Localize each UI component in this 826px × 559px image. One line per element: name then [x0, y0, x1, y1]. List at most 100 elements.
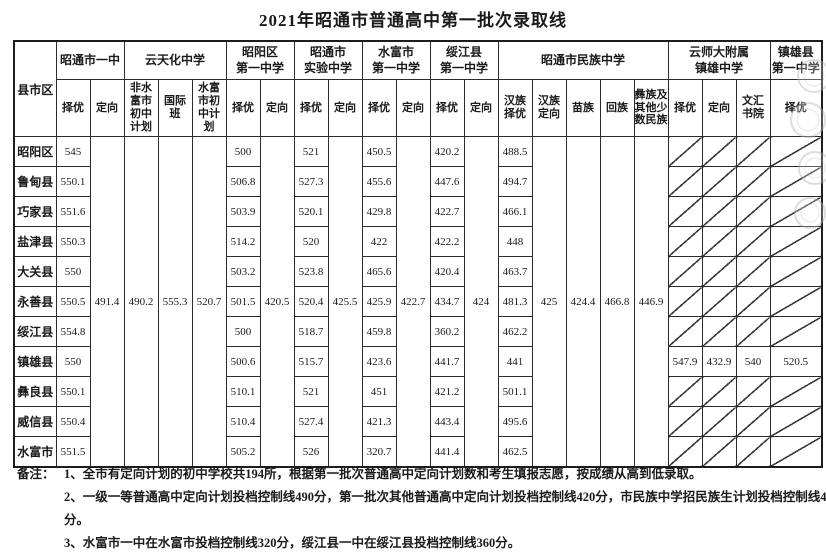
hatched-empty-cell: [701, 406, 737, 437]
county-cell: 盐津县: [13, 226, 57, 257]
score-cell: 465.6: [361, 256, 397, 287]
school-group-header: 镇雄县 第一中学: [769, 40, 823, 80]
scores-table: 县市区 昭通市一中 云天化中学 昭阳区 第一中学 昭通市 实验中学 水富市 第一中学 绥江县…: [13, 40, 823, 468]
hatched-empty-cell: [735, 226, 771, 257]
score-cell: 545: [55, 136, 91, 167]
hatched-empty-cell: [667, 286, 703, 317]
score-cell: 432.9: [701, 346, 737, 377]
score-cell: 514.2: [225, 226, 261, 257]
score-cell: 447.6: [429, 166, 465, 197]
school-group-header: 云天化中学: [123, 40, 227, 80]
score-cell: 510.1: [225, 376, 261, 407]
hatched-empty-cell: [735, 436, 771, 468]
county-cell: 彝良县: [13, 376, 57, 407]
score-cell: 450.5: [361, 136, 397, 167]
hatched-empty-cell: [701, 166, 737, 197]
score-cell: 550.4: [55, 406, 91, 437]
column-sub-header: 非水 富市 初中 计划: [123, 79, 159, 137]
school-group-header: 水富市 第一中学: [361, 40, 431, 80]
hatched-empty-cell: [769, 376, 823, 407]
column-sub-header: 苗族: [565, 79, 601, 137]
score-cell: 443.4: [429, 406, 465, 437]
hatched-empty-cell: [735, 136, 771, 167]
score-cell: 425.9: [361, 286, 397, 317]
column-sub-header: 国际 班: [157, 79, 193, 137]
column-sub-header: 择优: [667, 79, 703, 137]
hatched-empty-cell: [769, 286, 823, 317]
hatched-empty-cell: [735, 166, 771, 197]
hatched-empty-cell: [701, 376, 737, 407]
page-title: 2021年昭通市普通高中第一批次录取线: [259, 11, 567, 30]
column-sub-header: 汉族 定向: [531, 79, 567, 137]
hatched-empty-cell: [667, 166, 703, 197]
merged-score-cell: 466.8: [599, 136, 635, 468]
score-cell: 550.3: [55, 226, 91, 257]
score-cell: 429.8: [361, 196, 397, 227]
hatched-empty-cell: [701, 286, 737, 317]
hatched-empty-cell: [701, 316, 737, 347]
hatched-empty-cell: [769, 316, 823, 347]
county-cell: 昭阳区: [13, 136, 57, 167]
hatched-empty-cell: [667, 436, 703, 468]
notes-label: 备注：: [17, 467, 55, 481]
score-cell: 421.3: [361, 406, 397, 437]
hatched-empty-cell: [701, 436, 737, 468]
merged-score-cell: 424.4: [565, 136, 601, 468]
score-cell: 520.4: [293, 286, 329, 317]
score-cell: 527.3: [293, 166, 329, 197]
column-sub-header: 择优: [293, 79, 329, 137]
school-group-header: 昭通市民族中学: [497, 40, 669, 80]
note-line-3: 3、水富市一中在水富市投档控制线320分，绥江县一中在绥江县投档控制线360分。: [64, 536, 521, 550]
score-cell: 463.7: [497, 256, 533, 287]
merged-score-cell: 490.2: [123, 136, 159, 468]
score-cell: 494.7: [497, 166, 533, 197]
corner-header: 县市区: [13, 40, 57, 137]
table-row: 大关县 550 503.2 523.8 465.6 420.4 463.7: [13, 256, 823, 287]
score-cell: 550.1: [55, 166, 91, 197]
hatched-empty-cell: [667, 376, 703, 407]
column-sub-header: 择优: [225, 79, 261, 137]
score-cell: 441.7: [429, 346, 465, 377]
score-cell: 422: [361, 226, 397, 257]
score-cell: 500.6: [225, 346, 261, 377]
column-sub-header: 定向: [89, 79, 125, 137]
hatched-empty-cell: [769, 226, 823, 257]
score-cell: 520: [293, 226, 329, 257]
score-cell: 523.8: [293, 256, 329, 287]
hatched-empty-cell: [667, 256, 703, 287]
hatched-empty-cell: [769, 436, 823, 468]
score-cell: 550: [55, 256, 91, 287]
score-cell: 550.1: [55, 376, 91, 407]
score-cell: 420.2: [429, 136, 465, 167]
hatched-empty-cell: [701, 256, 737, 287]
column-sub-header: 择优: [55, 79, 91, 137]
note-line-2: 2、一级一等普通高中定向计划投档控制线490分，第一批次其他普通高中定向计划投档…: [64, 490, 826, 527]
score-cell: 550: [55, 346, 91, 377]
hatched-empty-cell: [735, 316, 771, 347]
column-sub-header: 择优: [429, 79, 465, 137]
table-row: 巧家县 551.6 503.9 520.1 429.8 422.7 466.1: [13, 196, 823, 227]
table-row: 威信县 550.4 510.4 527.4 421.3 443.4 495.6: [13, 406, 823, 437]
county-cell: 水富市: [13, 436, 57, 468]
score-cell: 481.3: [497, 286, 533, 317]
score-cell: 462.5: [497, 436, 533, 468]
table-row: 彝良县 550.1 510.1 521 451 421.2 501.1: [13, 376, 823, 407]
column-sub-header: 汉族 择优: [497, 79, 533, 137]
score-cell: 515.7: [293, 346, 329, 377]
merged-score-cell: 555.3: [157, 136, 193, 468]
score-cell: 360.2: [429, 316, 465, 347]
table-row: 水富市 551.5 505.2 526 320.7 441.4 462.5: [13, 436, 823, 468]
hatched-empty-cell: [769, 136, 823, 167]
hatched-empty-cell: [735, 406, 771, 437]
score-cell: 518.7: [293, 316, 329, 347]
table-row: 鲁甸县 550.1 506.8 527.3 455.6 447.6 494.7: [13, 166, 823, 197]
score-cell: 521: [293, 136, 329, 167]
score-cell: 527.4: [293, 406, 329, 437]
table-row: 绥江县 554.8 500 518.7 459.8 360.2 462.2: [13, 316, 823, 347]
school-group-header: 昭通市一中: [55, 40, 125, 80]
hatched-empty-cell: [667, 136, 703, 167]
score-cell: 520.5: [769, 346, 823, 377]
school-group-header: 昭阳区 第一中学: [225, 40, 295, 80]
table-row: 昭阳区 545 491.4 490.2 555.3 520.7 500 420.5 521 425…: [13, 136, 823, 468]
table-row: 永善县 550.5 501.5 520.4 425.9 434.7 481.3: [13, 286, 823, 317]
